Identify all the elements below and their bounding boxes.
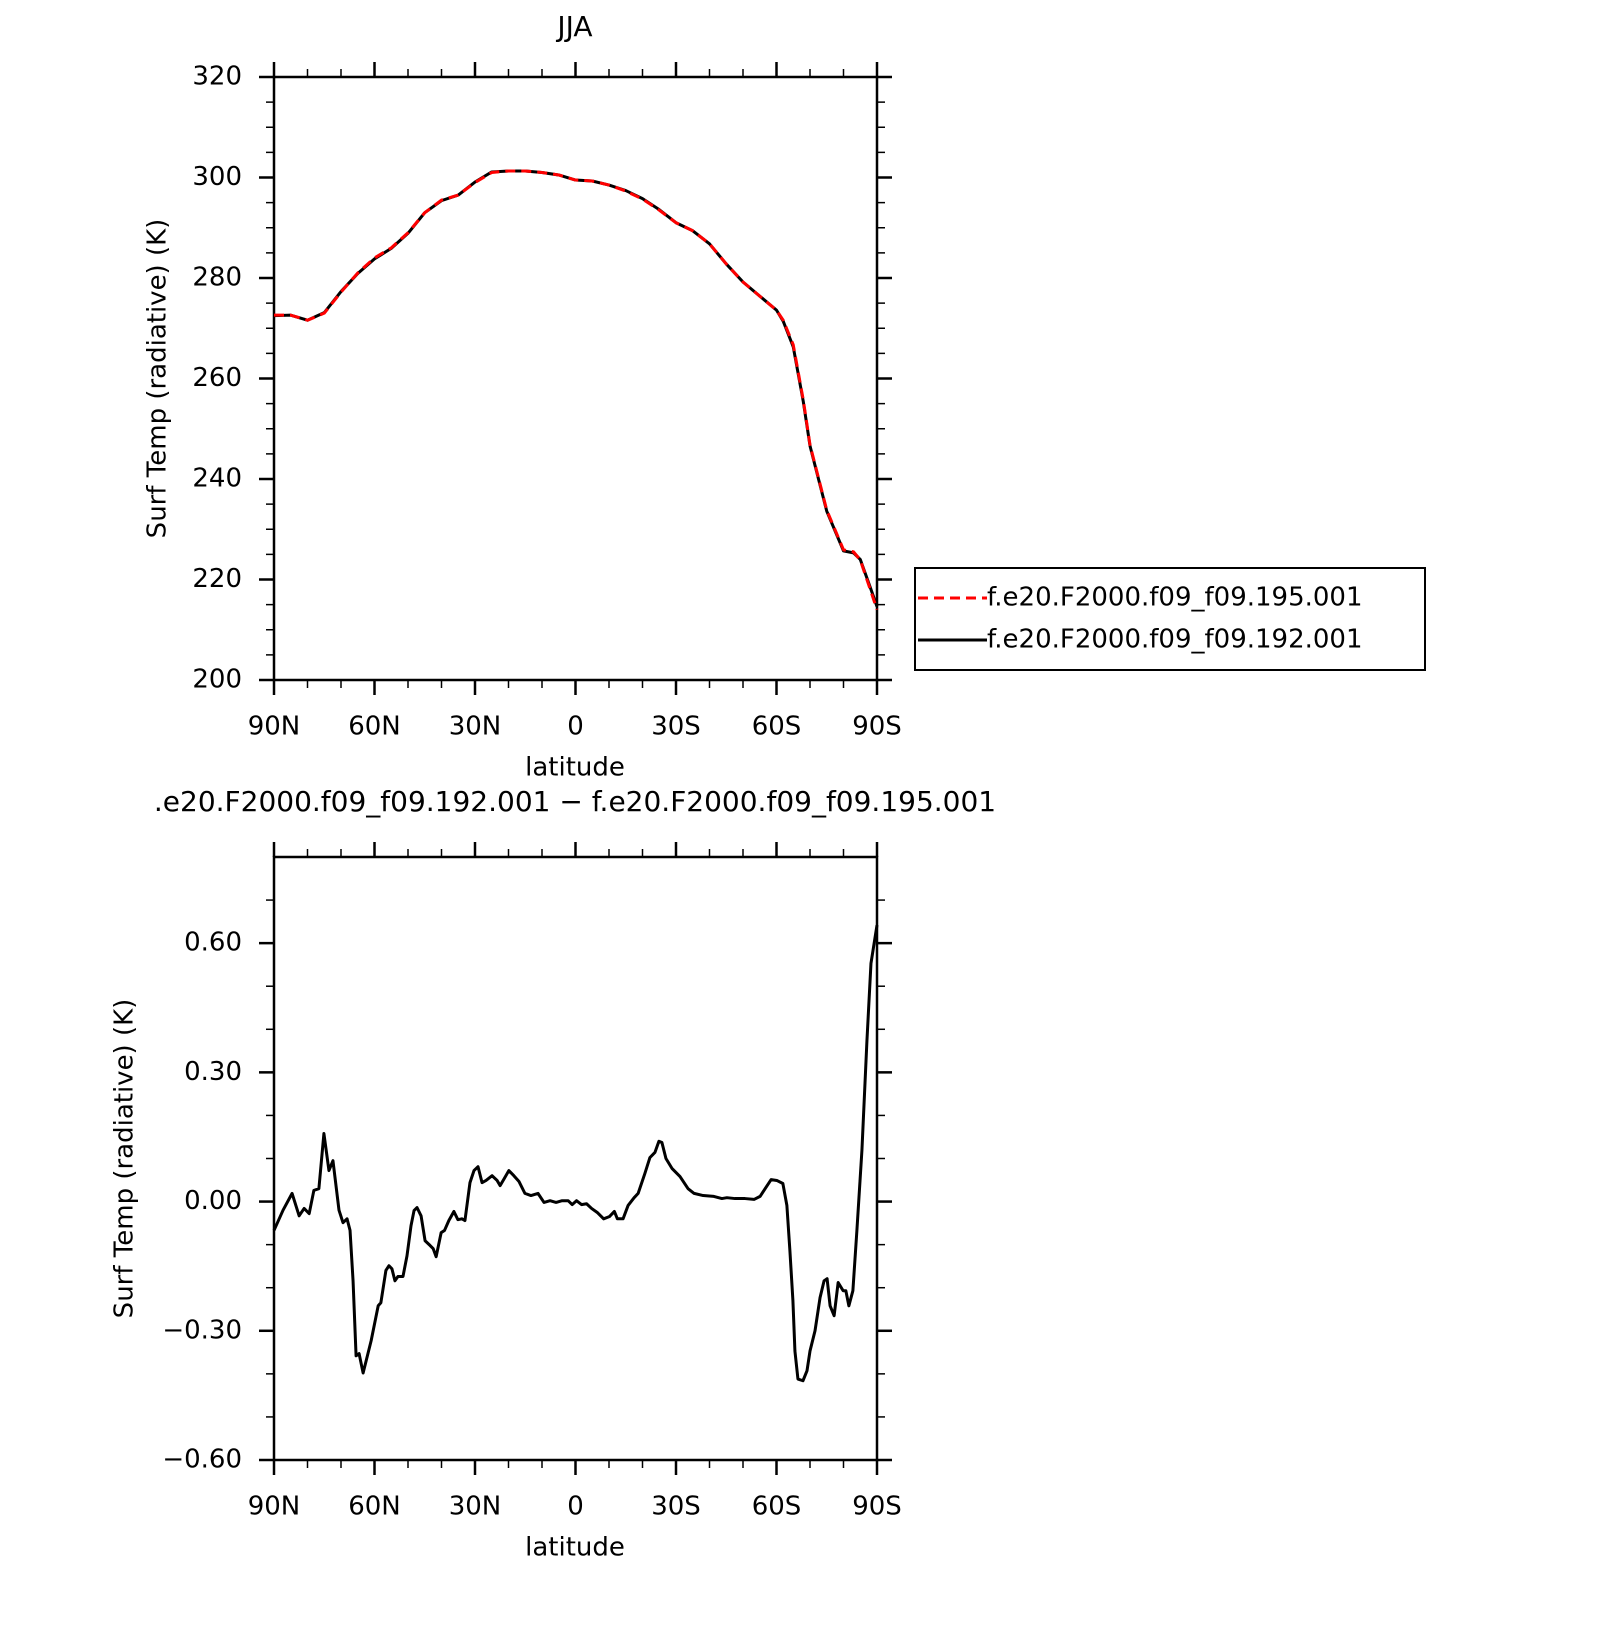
y-axis-label: Surf Temp (radiative) (K) bbox=[143, 219, 173, 539]
y-tick-label: 320 bbox=[192, 62, 242, 92]
x-tick-label: 60S bbox=[752, 1492, 802, 1522]
x-tick-label: 30N bbox=[449, 712, 502, 742]
legend-box bbox=[914, 567, 1426, 671]
chart-title: JJA bbox=[555, 10, 592, 43]
x-tick-label: 30S bbox=[651, 1492, 701, 1522]
x-tick-label: 90N bbox=[248, 712, 301, 742]
y-tick-label: 260 bbox=[192, 363, 242, 393]
y-tick-label: −0.60 bbox=[162, 1445, 242, 1475]
y-tick-label: 200 bbox=[192, 665, 242, 695]
data-line bbox=[273, 169, 879, 608]
legend-label: f.e20.F2000.f09_f09.192.001 bbox=[987, 625, 1363, 655]
y-tick-label: 220 bbox=[192, 564, 242, 594]
x-tick-label: 0 bbox=[567, 1492, 584, 1522]
x-tick-label: 60N bbox=[348, 1492, 401, 1522]
plot-frame bbox=[272, 75, 879, 682]
y-tick-label: 300 bbox=[192, 162, 242, 192]
data-line bbox=[274, 169, 879, 611]
y-tick-label: 0.60 bbox=[184, 928, 242, 958]
x-tick-label: 30N bbox=[449, 1492, 502, 1522]
y-tick-label: 280 bbox=[192, 263, 242, 293]
x-tick-label: 0 bbox=[567, 712, 584, 742]
x-axis-label: latitude bbox=[525, 1533, 625, 1563]
y-axis-label: Surf Temp (radiative) (K) bbox=[110, 999, 140, 1319]
y-tick-label: 240 bbox=[192, 464, 242, 494]
data-line bbox=[272, 924, 879, 1383]
legend-label: f.e20.F2000.f09_f09.195.001 bbox=[987, 583, 1363, 613]
y-tick-label: −0.30 bbox=[162, 1315, 242, 1345]
x-tick-label: 90S bbox=[852, 1492, 902, 1522]
chart-title: .e20.F2000.f09_f09.192.001 − f.e20.F2000… bbox=[154, 785, 996, 818]
x-tick-label: 60N bbox=[348, 712, 401, 742]
x-axis-label: latitude bbox=[525, 753, 625, 783]
x-tick-label: 30S bbox=[651, 712, 701, 742]
x-tick-label: 60S bbox=[752, 712, 802, 742]
x-tick-label: 90N bbox=[248, 1492, 301, 1522]
y-tick-label: 0.00 bbox=[184, 1186, 242, 1216]
y-tick-label: 0.30 bbox=[184, 1057, 242, 1087]
x-tick-label: 90S bbox=[852, 712, 902, 742]
